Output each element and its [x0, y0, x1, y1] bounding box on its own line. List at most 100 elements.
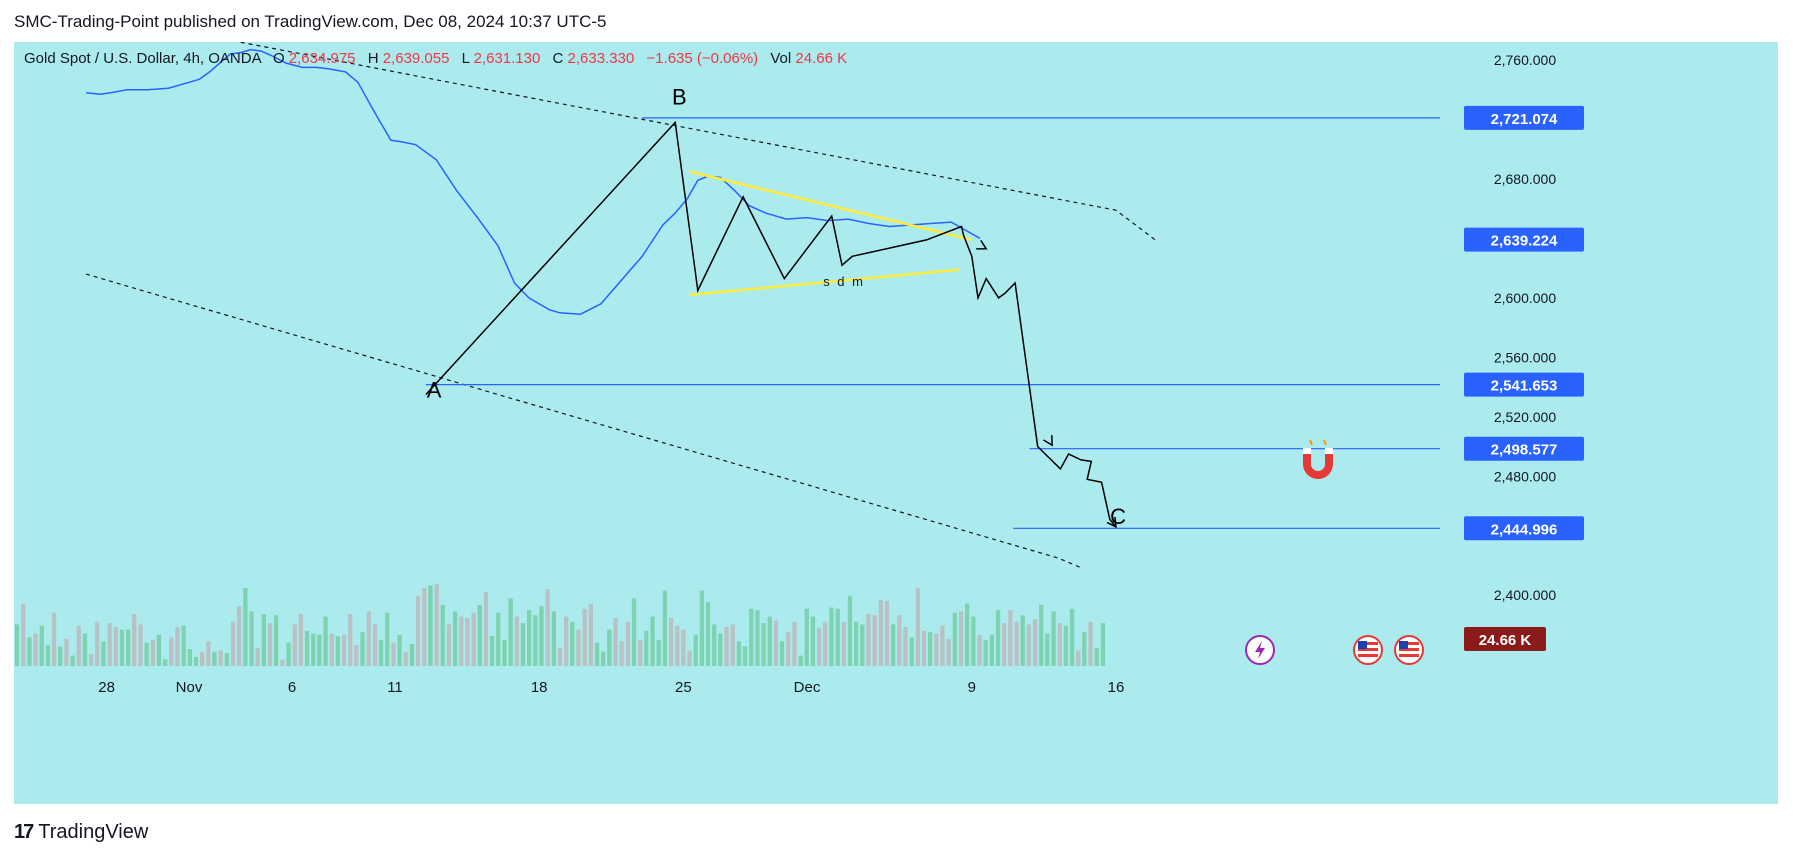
volume-bar [39, 625, 44, 666]
volume-bar [736, 641, 742, 666]
volume-bar [1082, 632, 1087, 666]
level-label-text: 2,444.996 [1491, 521, 1558, 538]
footer-brand[interactable]: 17 TradingView [14, 818, 148, 846]
volume-bar [1100, 623, 1106, 666]
lightning-event-icon[interactable] [1245, 635, 1275, 665]
volume-bar [712, 624, 717, 666]
volume-bar [909, 637, 914, 666]
volume-bar [169, 637, 174, 666]
volume-bar [718, 633, 723, 666]
time-tick-label: Dec [794, 679, 821, 696]
volume-bar [132, 614, 137, 666]
tradingview-logo-icon: 17 [14, 820, 34, 843]
volume-bar [582, 608, 587, 666]
volume-bar [767, 616, 772, 666]
volume-bar [687, 650, 692, 666]
volume-bar [243, 588, 248, 666]
legend-h-value: 2,639.055 [383, 50, 450, 67]
volume-bar [761, 623, 766, 666]
volume-bar [854, 621, 859, 666]
volume-bar [76, 625, 81, 666]
volume-bar [89, 654, 94, 666]
us-flag-event-icon-1[interactable] [1353, 635, 1383, 665]
volume-bar [810, 616, 816, 666]
time-axis: 28 Nov 6 11 18 25 Dec 9 16 [98, 679, 1124, 696]
volume-bar [545, 589, 550, 666]
volume-bar [884, 601, 890, 666]
legend-c-label: C [553, 50, 564, 67]
us-flag-event-icon-2[interactable] [1394, 635, 1424, 665]
volume-bar [995, 610, 1001, 666]
channel-upper-line [236, 42, 1158, 242]
price-tick-label: 2,560.000 [1494, 349, 1556, 365]
time-tick-label: 18 [531, 679, 548, 696]
chart-canvas[interactable]: A B Cs d m 2,760.000 2,680.000 2,600.000 2,56… [14, 42, 1778, 804]
triangle-upper-line [689, 170, 973, 242]
volume-bar [551, 611, 556, 666]
time-tick-label: 6 [288, 679, 296, 696]
legend-o-label: O [273, 50, 285, 67]
volume-bar [514, 616, 519, 666]
time-tick-label: 28 [98, 679, 115, 696]
volume-bar [126, 629, 131, 666]
legend-c-value: 2,633.330 [568, 50, 635, 67]
volume-bar [483, 591, 489, 666]
volume-bar [95, 621, 100, 666]
legend-symbol[interactable]: Gold Spot / U.S. Dollar, 4h, OANDA [24, 50, 262, 67]
volume-bar [841, 621, 846, 666]
triangle-lower-line [689, 268, 960, 297]
volume-bar [496, 612, 501, 666]
volume-bar [175, 627, 180, 666]
volume-bar [397, 634, 402, 666]
volume-bar [415, 595, 421, 666]
volume-bar [101, 641, 106, 666]
time-tick-label: 9 [968, 679, 976, 696]
publish-header: SMC-Trading-Point published on TradingVi… [14, 12, 607, 31]
volume-bar [58, 646, 63, 666]
level-label-box [1464, 436, 1584, 461]
volume-bar [921, 630, 927, 666]
labels-layer: A B Cs d m [427, 85, 1126, 529]
volume-bar [1026, 624, 1031, 666]
volume-bar [699, 590, 704, 666]
volume-bar [298, 614, 303, 666]
icons-layer [1245, 439, 1424, 665]
volume-bar [1014, 621, 1019, 666]
volume-bar [107, 623, 112, 666]
volume-bar [588, 603, 593, 666]
volume-bar [693, 634, 698, 666]
volume-bar [1063, 625, 1068, 666]
volume-bar [786, 632, 791, 666]
volume-bar [403, 651, 408, 666]
volume-bar [613, 617, 618, 666]
volume-bar [360, 632, 365, 666]
volume-bar [847, 595, 853, 666]
time-tick-label: 11 [387, 679, 403, 696]
volume-bar [409, 643, 415, 666]
volume-bar [860, 624, 865, 666]
volume-bar [965, 603, 970, 666]
volume-bar [224, 653, 229, 666]
magnet-icon [1303, 439, 1333, 479]
level-label-box [1464, 372, 1584, 397]
pattern-label: s d m [823, 274, 865, 289]
volume-bar [21, 603, 26, 666]
volume-bar [70, 655, 75, 666]
volume-bar [317, 634, 322, 666]
level-label-text: 2,639.224 [1491, 233, 1558, 250]
volume-bar [773, 620, 779, 666]
volume-bar [280, 659, 285, 666]
level-label-text: 2,721.074 [1491, 111, 1558, 128]
volume-bar [650, 616, 655, 666]
volume-bar [354, 645, 359, 666]
volume-bar [1094, 647, 1099, 666]
volume-bar [1051, 611, 1056, 666]
volume-bar [705, 602, 711, 666]
volume-bar [1002, 623, 1007, 666]
volume-bar [113, 627, 118, 666]
volume-bar [539, 606, 544, 666]
volume-bar [428, 585, 433, 666]
volume-bar [1039, 604, 1044, 666]
volume-bar [1032, 619, 1038, 666]
